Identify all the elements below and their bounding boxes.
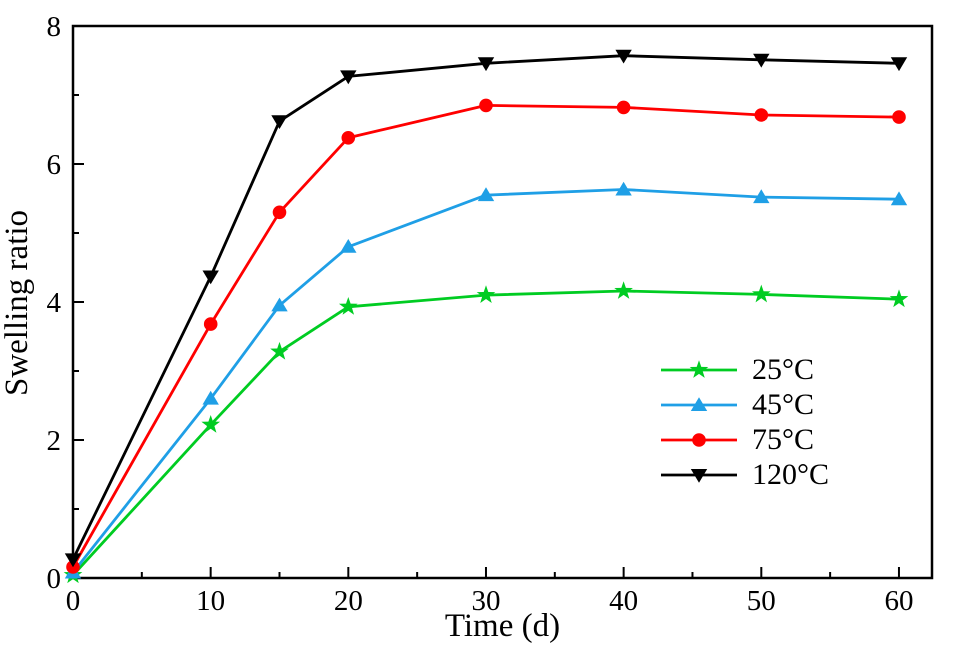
triangle-down-marker-icon [890, 57, 908, 72]
circle-marker-icon [203, 317, 218, 331]
triangle-down-marker-icon [271, 115, 288, 129]
x-tick-label: 20 [334, 585, 363, 617]
y-axis-title: Swelling ratio [0, 210, 35, 396]
triangle-up-marker-icon [202, 390, 219, 405]
triangle-up-marker-icon [477, 187, 495, 202]
legend-label: 120°C [752, 457, 830, 491]
circle-marker-icon [616, 100, 631, 115]
legend-label: 25°C [752, 353, 815, 387]
triangle-down-marker-icon [202, 270, 219, 285]
y-tick-label: 2 [47, 425, 62, 457]
triangle-up-marker-icon [340, 239, 357, 253]
star-marker-icon [270, 341, 289, 360]
legend-label: 45°C [752, 388, 815, 422]
legend-item-45c: 45°C [658, 388, 829, 423]
x-tick-label: 10 [196, 585, 225, 617]
star-marker-icon [476, 285, 496, 304]
x-axis-title: Time (d) [445, 608, 560, 644]
triangle-up-marker-icon [615, 181, 632, 196]
circle-marker-icon [479, 98, 493, 113]
triangle-up-marker-icon [890, 191, 908, 206]
triangle-down-marker-icon [661, 468, 737, 483]
triangle-up-marker-icon [271, 297, 288, 312]
triangle-up-marker-icon [753, 189, 770, 204]
legend-label: 75°C [752, 422, 815, 456]
series-120°C [64, 49, 908, 568]
triangle-down-marker-icon [615, 49, 632, 64]
star-marker-icon [338, 297, 358, 315]
triangle-down-marker-icon [64, 553, 82, 568]
y-tick-label: 8 [47, 11, 62, 43]
series-75°C [66, 98, 906, 574]
x-tick-label: 60 [884, 585, 913, 617]
star-marker-icon [889, 289, 909, 308]
series-45°C [64, 181, 908, 579]
y-tick-label: 6 [47, 149, 62, 181]
triangle-down-marker-icon [753, 53, 770, 68]
legend-item-120c: 120°C [658, 457, 829, 492]
star-marker-icon [661, 360, 737, 379]
star-marker-icon [614, 281, 633, 299]
triangle-down-marker-icon [477, 57, 495, 72]
series-line [71, 289, 900, 577]
series-line [71, 104, 900, 568]
series-line [71, 54, 900, 561]
x-tick-label: 30 [471, 585, 500, 617]
x-tick-label: 0 [66, 585, 81, 617]
x-tick-label: 40 [609, 585, 638, 617]
triangle-down-marker-icon [340, 70, 357, 85]
circle-marker-icon [272, 205, 287, 220]
star-marker-icon [751, 284, 771, 303]
legend-item-75c: 75°C [658, 423, 829, 458]
x-tick-label: 50 [747, 585, 776, 617]
circle-marker-icon [661, 433, 737, 447]
circle-marker-icon [754, 108, 769, 122]
series-line [71, 188, 900, 574]
axes-frame [71, 24, 934, 580]
circle-marker-icon [892, 110, 906, 124]
legend-item-25c: 25°C [658, 353, 829, 388]
circle-marker-icon [341, 130, 356, 145]
triangle-up-marker-icon [661, 397, 737, 412]
legend: 25°C 45°C 75°C 120°C [658, 353, 829, 492]
y-tick-label: 0 [47, 563, 62, 595]
star-marker-icon [201, 415, 221, 433]
y-tick-label: 4 [47, 287, 62, 319]
